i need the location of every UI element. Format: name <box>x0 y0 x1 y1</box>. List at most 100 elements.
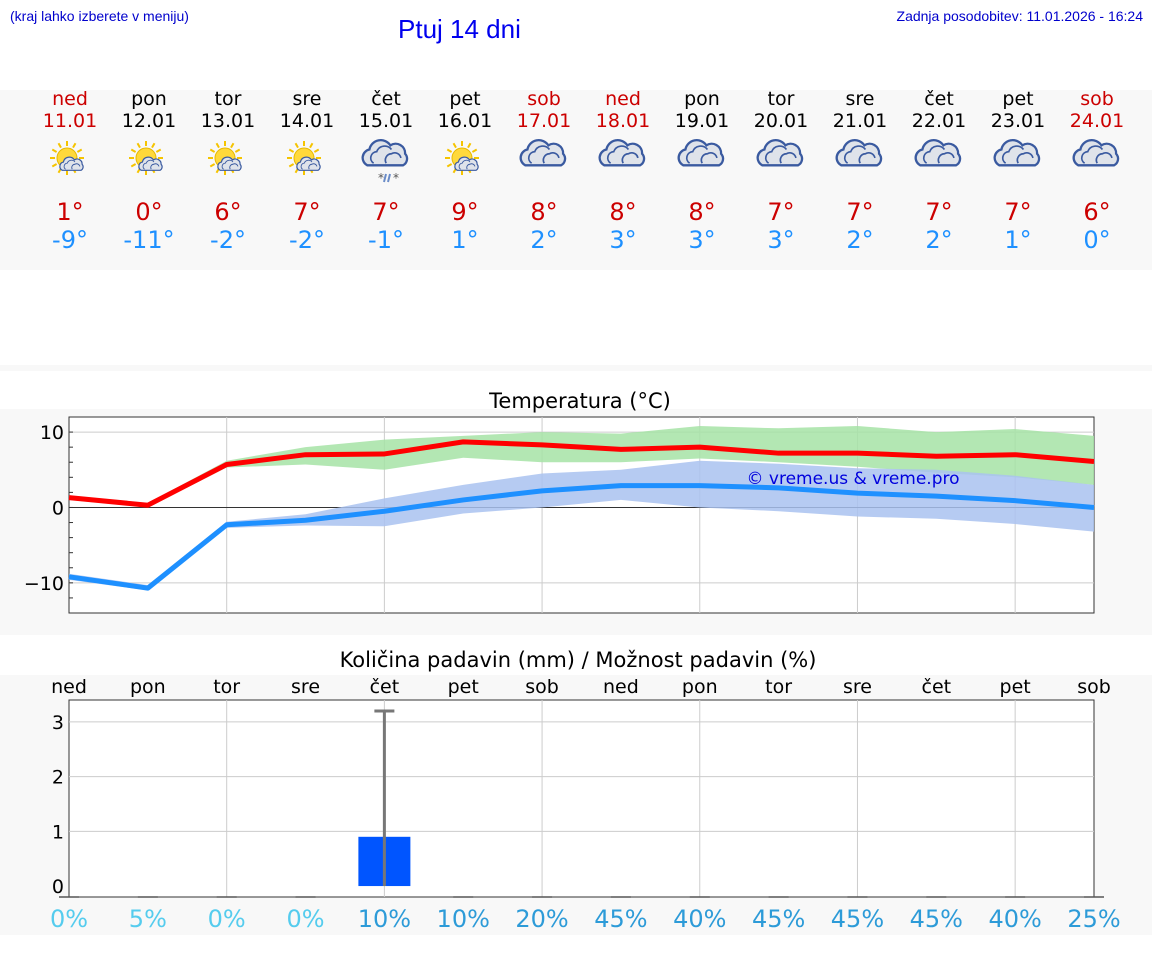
y-tick-label: −10 <box>24 573 64 595</box>
temp-low: 1° <box>1004 226 1032 254</box>
day-name: pet <box>449 88 481 110</box>
precip-chance-label: 45% <box>594 905 647 933</box>
cloudy-icon <box>978 132 1058 192</box>
day-name: tor <box>767 88 795 110</box>
sun-cloud-icon <box>30 132 110 192</box>
temp-high: 6° <box>214 198 242 226</box>
day-date: 17.01 <box>516 110 572 132</box>
min-temp-line <box>68 483 1095 591</box>
day-date: 22.01 <box>911 110 967 132</box>
temp-low: -11° <box>123 226 175 254</box>
precip-chance-label: 45% <box>910 905 963 933</box>
precip-chance-label: 10% <box>437 905 490 933</box>
y-tick-label: 3 <box>52 712 64 734</box>
daily-summary-band <box>0 90 1152 270</box>
y-tick-label: 10 <box>40 422 64 444</box>
cloudy-icon <box>504 132 584 192</box>
snow-flake: * <box>393 171 399 185</box>
watermark: © vreme.us & vreme.pro <box>746 469 959 489</box>
day-column: sre 21.01 7° 2° <box>820 88 900 254</box>
cloudy-icon <box>583 132 663 192</box>
temp-low: -1° <box>368 226 404 254</box>
x-tick-label: pon <box>130 676 166 698</box>
day-date: 12.01 <box>121 110 177 132</box>
y-tick-label: 2 <box>52 767 64 789</box>
day-date: 23.01 <box>990 110 1046 132</box>
precip-chance-label: 10% <box>358 905 411 933</box>
precip-chance-label: 5% <box>129 905 167 933</box>
x-tick-label: sre <box>843 676 872 698</box>
chart-title: Količina padavin (mm) / Možnost padavin … <box>340 648 817 672</box>
precip-chance-label: 0% <box>50 905 88 933</box>
temp-low: 0° <box>1083 226 1111 254</box>
day-column: sob 24.01 6° 0° <box>1057 88 1137 254</box>
day-date: 18.01 <box>595 110 651 132</box>
day-column: sre 14.01 7° -2° <box>267 88 347 254</box>
last-updated: Zadnja posodobitev: 11.01.2026 - 16:24 <box>896 8 1143 24</box>
temp-high: 9° <box>451 198 479 226</box>
day-name: sre <box>845 88 875 110</box>
temp-low: 2° <box>530 226 558 254</box>
temp-low: 3° <box>767 226 795 254</box>
sun-rays <box>129 141 163 175</box>
day-date: 15.01 <box>358 110 414 132</box>
sun-cloud-icon <box>109 132 189 192</box>
cloud-shape <box>677 139 725 167</box>
x-tick-label: tor <box>213 676 240 698</box>
cloud-shape <box>138 156 163 171</box>
day-name: sob <box>527 88 561 110</box>
temp-low: -2° <box>210 226 246 254</box>
day-name: sre <box>292 88 322 110</box>
page-title: Ptuj 14 dni <box>398 14 521 44</box>
temp-high: 7° <box>767 198 795 226</box>
day-date: 24.01 <box>1069 110 1125 132</box>
precip-chance-label: 25% <box>1067 905 1120 933</box>
precipitation-chart: Količina padavin (mm) / Možnost padavin … <box>50 648 1121 933</box>
rain-drop <box>387 173 391 183</box>
temp-high: 1° <box>56 198 84 226</box>
temp-high: 0° <box>135 198 163 226</box>
cloud-shape <box>914 139 962 167</box>
temp-low: 2° <box>846 226 874 254</box>
cloudy-icon <box>741 132 821 192</box>
day-date: 14.01 <box>279 110 335 132</box>
cloud-shape <box>993 139 1041 167</box>
temp-low: -9° <box>52 226 88 254</box>
temperature-chart: Temperatura (°C) −10 0 10 © vreme.us & vreme… <box>24 389 1095 614</box>
day-column: tor 13.01 6° -2° <box>188 88 268 254</box>
day-column: tor 20.01 7° 3° <box>741 88 821 254</box>
precip-chance-label: 45% <box>752 905 805 933</box>
y-tick-label: 0 <box>52 497 64 519</box>
temp-high: 6° <box>1083 198 1111 226</box>
day-date: 19.01 <box>674 110 730 132</box>
divider <box>0 365 1152 371</box>
max-temp-line <box>68 439 1095 508</box>
day-date: 16.01 <box>437 110 493 132</box>
day-column: čet 15.01 * * 7° -1° <box>346 88 426 254</box>
day-name: ned <box>605 88 641 110</box>
cloud-shape <box>217 156 242 171</box>
day-column: pet 16.01 9° 1° <box>425 88 505 254</box>
y-tick-label: 0 <box>52 876 64 898</box>
day-date: 21.01 <box>832 110 888 132</box>
precip-chance-label: 40% <box>988 905 1041 933</box>
temp-high: 7° <box>1004 198 1032 226</box>
day-date: 13.01 <box>200 110 256 132</box>
x-tick-label: pon <box>682 676 718 698</box>
temp-low: 2° <box>925 226 953 254</box>
day-name: sob <box>1080 88 1114 110</box>
precip-chance-label: 0% <box>286 905 324 933</box>
cloud-shape <box>519 139 567 167</box>
location-hint-link[interactable]: (kraj lahko izberete v meniju) <box>10 8 189 24</box>
precip-chance-label: 45% <box>831 905 884 933</box>
temp-low: 1° <box>451 226 479 254</box>
cloud-shape <box>454 156 479 171</box>
day-column: pet 23.01 7° 1° <box>978 88 1058 254</box>
day-name: ned <box>52 88 88 110</box>
cloud-shape <box>1072 139 1120 167</box>
cloudy-icon <box>662 132 742 192</box>
x-tick-label: ned <box>603 676 639 698</box>
day-date: 20.01 <box>753 110 809 132</box>
precip-chance-label: 20% <box>515 905 568 933</box>
x-tick-label: sre <box>291 676 320 698</box>
